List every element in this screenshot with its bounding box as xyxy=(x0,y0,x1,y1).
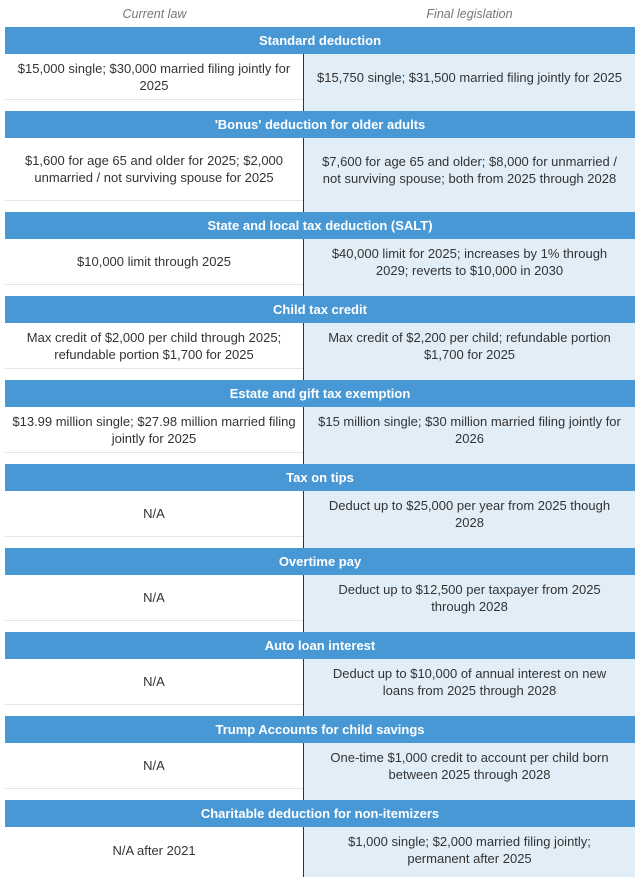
current-law-cell: $1,600 for age 65 and older for 2025; $2… xyxy=(5,138,303,201)
section-row: $1,600 for age 65 and older for 2025; $2… xyxy=(5,138,635,212)
current-law-cell: N/A xyxy=(5,743,303,789)
section-header: Child tax credit xyxy=(5,296,635,323)
row-spacer xyxy=(5,369,303,380)
current-law-column: N/A xyxy=(5,575,304,632)
section-header: State and local tax deduction (SALT) xyxy=(5,212,635,239)
column-headers: Current law Final legislation xyxy=(5,0,635,27)
section-row: $10,000 limit through 2025 $40,000 limit… xyxy=(5,239,635,296)
section-header: Estate and gift tax exemption xyxy=(5,380,635,407)
row-spacer xyxy=(5,621,303,632)
table-section: Charitable deduction for non-itemizers N… xyxy=(5,800,635,877)
section-row: $13.99 million single; $27.98 million ma… xyxy=(5,407,635,464)
section-row: N/A Deduct up to $10,000 of annual inter… xyxy=(5,659,635,716)
current-law-cell: $13.99 million single; $27.98 million ma… xyxy=(5,407,303,453)
section-header: Auto loan interest xyxy=(5,632,635,659)
final-legislation-cell: $1,000 single; $2,000 married filing joi… xyxy=(304,827,635,877)
table-section: Auto loan interest N/A Deduct up to $10,… xyxy=(5,632,635,716)
current-law-cell: N/A after 2021 xyxy=(112,842,196,858)
final-legislation-cell: Deduct up to $10,000 of annual interest … xyxy=(304,659,635,716)
section-row: N/A One-time $1,000 credit to account pe… xyxy=(5,743,635,800)
table-section: Overtime pay N/A Deduct up to $12,500 pe… xyxy=(5,548,635,632)
section-row: N/A Deduct up to $12,500 per taxpayer fr… xyxy=(5,575,635,632)
final-legislation-cell: $7,600 for age 65 and older; $8,000 for … xyxy=(304,138,635,212)
section-header: Tax on tips xyxy=(5,464,635,491)
row-spacer xyxy=(5,873,303,877)
current-law-cell: N/A xyxy=(5,659,303,705)
table-section: Estate and gift tax exemption $13.99 mil… xyxy=(5,380,635,464)
table-section: 'Bonus' deduction for older adults $1,60… xyxy=(5,111,635,212)
row-spacer xyxy=(5,705,303,716)
column-header-final: Final legislation xyxy=(426,6,513,21)
section-row: N/A after 2021 $1,000 single; $2,000 mar… xyxy=(5,827,635,877)
current-law-column: $13.99 million single; $27.98 million ma… xyxy=(5,407,304,464)
row-spacer xyxy=(5,100,303,111)
comparison-table: Current law Final legislation Standard d… xyxy=(5,0,635,877)
final-legislation-cell: Max credit of $2,200 per child; refundab… xyxy=(304,323,635,380)
current-law-cell: Max credit of $2,000 per child through 2… xyxy=(5,323,303,369)
section-header: Charitable deduction for non-itemizers xyxy=(5,800,635,827)
row-spacer xyxy=(5,789,303,800)
table-section: Trump Accounts for child savings N/A One… xyxy=(5,716,635,800)
final-legislation-cell: One-time $1,000 credit to account per ch… xyxy=(304,743,635,800)
section-row: $15,000 single; $30,000 married filing j… xyxy=(5,54,635,111)
current-law-column: N/A xyxy=(5,659,304,716)
current-law-cell: $10,000 limit through 2025 xyxy=(5,239,303,285)
section-header: Trump Accounts for child savings xyxy=(5,716,635,743)
final-legislation-cell: Deduct up to $25,000 per year from 2025 … xyxy=(304,491,635,548)
current-law-cell: N/A xyxy=(5,491,303,537)
current-law-column: $10,000 limit through 2025 xyxy=(5,239,304,296)
current-law-column: Max credit of $2,000 per child through 2… xyxy=(5,323,304,380)
table-section: Tax on tips N/A Deduct up to $25,000 per… xyxy=(5,464,635,548)
column-header-current: Current law xyxy=(122,6,187,21)
current-law-column: $1,600 for age 65 and older for 2025; $2… xyxy=(5,138,304,212)
row-spacer xyxy=(5,285,303,296)
section-header: 'Bonus' deduction for older adults xyxy=(5,111,635,138)
final-legislation-cell: $40,000 limit for 2025; increases by 1% … xyxy=(304,239,635,296)
current-law-column: N/A xyxy=(5,491,304,548)
table-section: State and local tax deduction (SALT) $10… xyxy=(5,212,635,296)
section-row: Max credit of $2,000 per child through 2… xyxy=(5,323,635,380)
row-spacer xyxy=(5,453,303,464)
current-law-cell: $15,000 single; $30,000 married filing j… xyxy=(5,54,303,100)
section-row: N/A Deduct up to $25,000 per year from 2… xyxy=(5,491,635,548)
current-law-cell: N/A xyxy=(5,575,303,621)
table-section: Standard deduction $15,000 single; $30,0… xyxy=(5,27,635,111)
final-legislation-cell: $15 million single; $30 million married … xyxy=(304,407,635,464)
row-spacer xyxy=(5,201,303,212)
section-header: Standard deduction xyxy=(5,27,635,54)
final-legislation-cell: Deduct up to $12,500 per taxpayer from 2… xyxy=(304,575,635,632)
current-law-column: N/A after 2021 xyxy=(5,827,304,877)
row-spacer xyxy=(5,537,303,548)
table-section: Child tax credit Max credit of $2,000 pe… xyxy=(5,296,635,380)
section-header: Overtime pay xyxy=(5,548,635,575)
final-legislation-cell: $15,750 single; $31,500 married filing j… xyxy=(304,54,635,111)
current-law-column: N/A xyxy=(5,743,304,800)
current-law-column: $15,000 single; $30,000 married filing j… xyxy=(5,54,304,111)
